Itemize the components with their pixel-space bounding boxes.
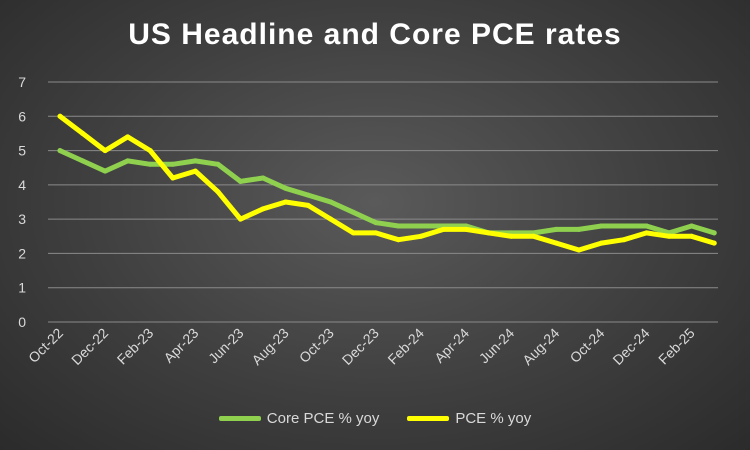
chart-title: US Headline and Core PCE rates — [128, 18, 622, 51]
x-tick-label: Feb-24 — [384, 325, 427, 368]
legend-item-core-pce: Core PCE % yoy — [218, 410, 380, 427]
x-tick-label: Aug-23 — [248, 325, 291, 368]
x-tick-label: Aug-24 — [519, 325, 562, 368]
x-tick-label: Dec-23 — [339, 325, 382, 368]
data-point — [621, 237, 627, 243]
data-point — [328, 199, 334, 205]
x-tick-label: Jun-24 — [476, 325, 518, 367]
data-point — [147, 161, 153, 167]
data-point — [711, 240, 717, 246]
data-point — [395, 237, 401, 243]
data-point — [644, 230, 650, 236]
data-point — [102, 168, 108, 174]
data-point — [260, 206, 266, 212]
data-point — [125, 158, 131, 164]
data-point — [553, 240, 559, 246]
data-point — [666, 233, 672, 239]
data-point — [576, 247, 582, 253]
legend-label-pce: PCE % yoy — [455, 410, 532, 427]
data-point — [621, 223, 627, 229]
data-point — [350, 230, 356, 236]
legend: Core PCE % yoy PCE % yoy — [0, 410, 750, 427]
data-point — [215, 189, 221, 195]
data-point — [711, 230, 717, 236]
data-point — [125, 134, 131, 140]
data-point — [418, 223, 424, 229]
data-point — [531, 233, 537, 239]
data-point — [644, 223, 650, 229]
legend-swatch-pce — [407, 416, 450, 421]
data-point — [170, 175, 176, 181]
data-point — [598, 240, 604, 246]
data-point — [57, 113, 63, 119]
data-point — [80, 158, 86, 164]
data-point — [373, 230, 379, 236]
data-point — [328, 216, 334, 222]
y-tick-label: 5 — [18, 143, 26, 159]
x-tick-label: Jun-23 — [205, 325, 247, 367]
data-point — [508, 233, 514, 239]
data-point — [305, 192, 311, 198]
data-point — [102, 148, 108, 154]
x-tick-label: Dec-22 — [68, 325, 111, 368]
data-point — [689, 233, 695, 239]
y-tick-label: 2 — [18, 245, 26, 261]
data-point — [486, 230, 492, 236]
data-point — [598, 223, 604, 229]
legend-label-core-pce: Core PCE % yoy — [266, 410, 380, 427]
x-tick-label: Oct-24 — [567, 325, 608, 366]
y-tick-label: 6 — [18, 108, 26, 124]
data-point — [283, 199, 289, 205]
y-axis: 0 1 2 3 4 5 6 7 — [18, 74, 26, 330]
data-point — [305, 202, 311, 208]
data-point — [553, 226, 559, 232]
gridlines — [48, 81, 718, 323]
x-tick-label: Dec-24 — [609, 325, 652, 368]
data-point — [147, 148, 153, 154]
y-tick-label: 1 — [18, 280, 26, 296]
y-tick-label: 3 — [18, 211, 26, 227]
x-tick-label: Apr-24 — [431, 325, 472, 366]
series-line-pce — [57, 113, 717, 253]
data-point — [237, 216, 243, 222]
data-point — [170, 161, 176, 167]
data-point — [463, 226, 469, 232]
series-line-core-pce — [57, 148, 717, 236]
x-axis: Oct-22 Dec-22 Feb-23 Apr-23 Jun-23 Aug-23 Oct-… — [25, 325, 698, 368]
data-point — [373, 220, 379, 226]
x-tick-label: Apr-23 — [160, 325, 201, 366]
data-point — [283, 185, 289, 191]
data-point — [350, 209, 356, 215]
data-point — [576, 226, 582, 232]
x-tick-label: Feb-25 — [655, 325, 698, 368]
x-tick-label: Oct-23 — [296, 325, 337, 366]
data-point — [192, 168, 198, 174]
data-point — [192, 158, 198, 164]
data-point — [80, 130, 86, 136]
data-point — [395, 223, 401, 229]
data-point — [689, 223, 695, 229]
x-tick-label: Feb-23 — [114, 325, 157, 368]
data-point — [441, 226, 447, 232]
legend-swatch-core-pce — [218, 416, 261, 421]
y-tick-label: 0 — [18, 314, 26, 330]
data-point — [260, 175, 266, 181]
legend-item-pce: PCE % yoy — [407, 410, 531, 427]
y-tick-label: 7 — [18, 74, 26, 90]
y-tick-label: 4 — [18, 177, 26, 193]
data-point — [57, 148, 63, 154]
data-point — [418, 233, 424, 239]
x-tick-label: Oct-22 — [25, 325, 66, 366]
series-layer — [57, 113, 717, 253]
data-point — [215, 161, 221, 167]
data-point — [237, 178, 243, 184]
